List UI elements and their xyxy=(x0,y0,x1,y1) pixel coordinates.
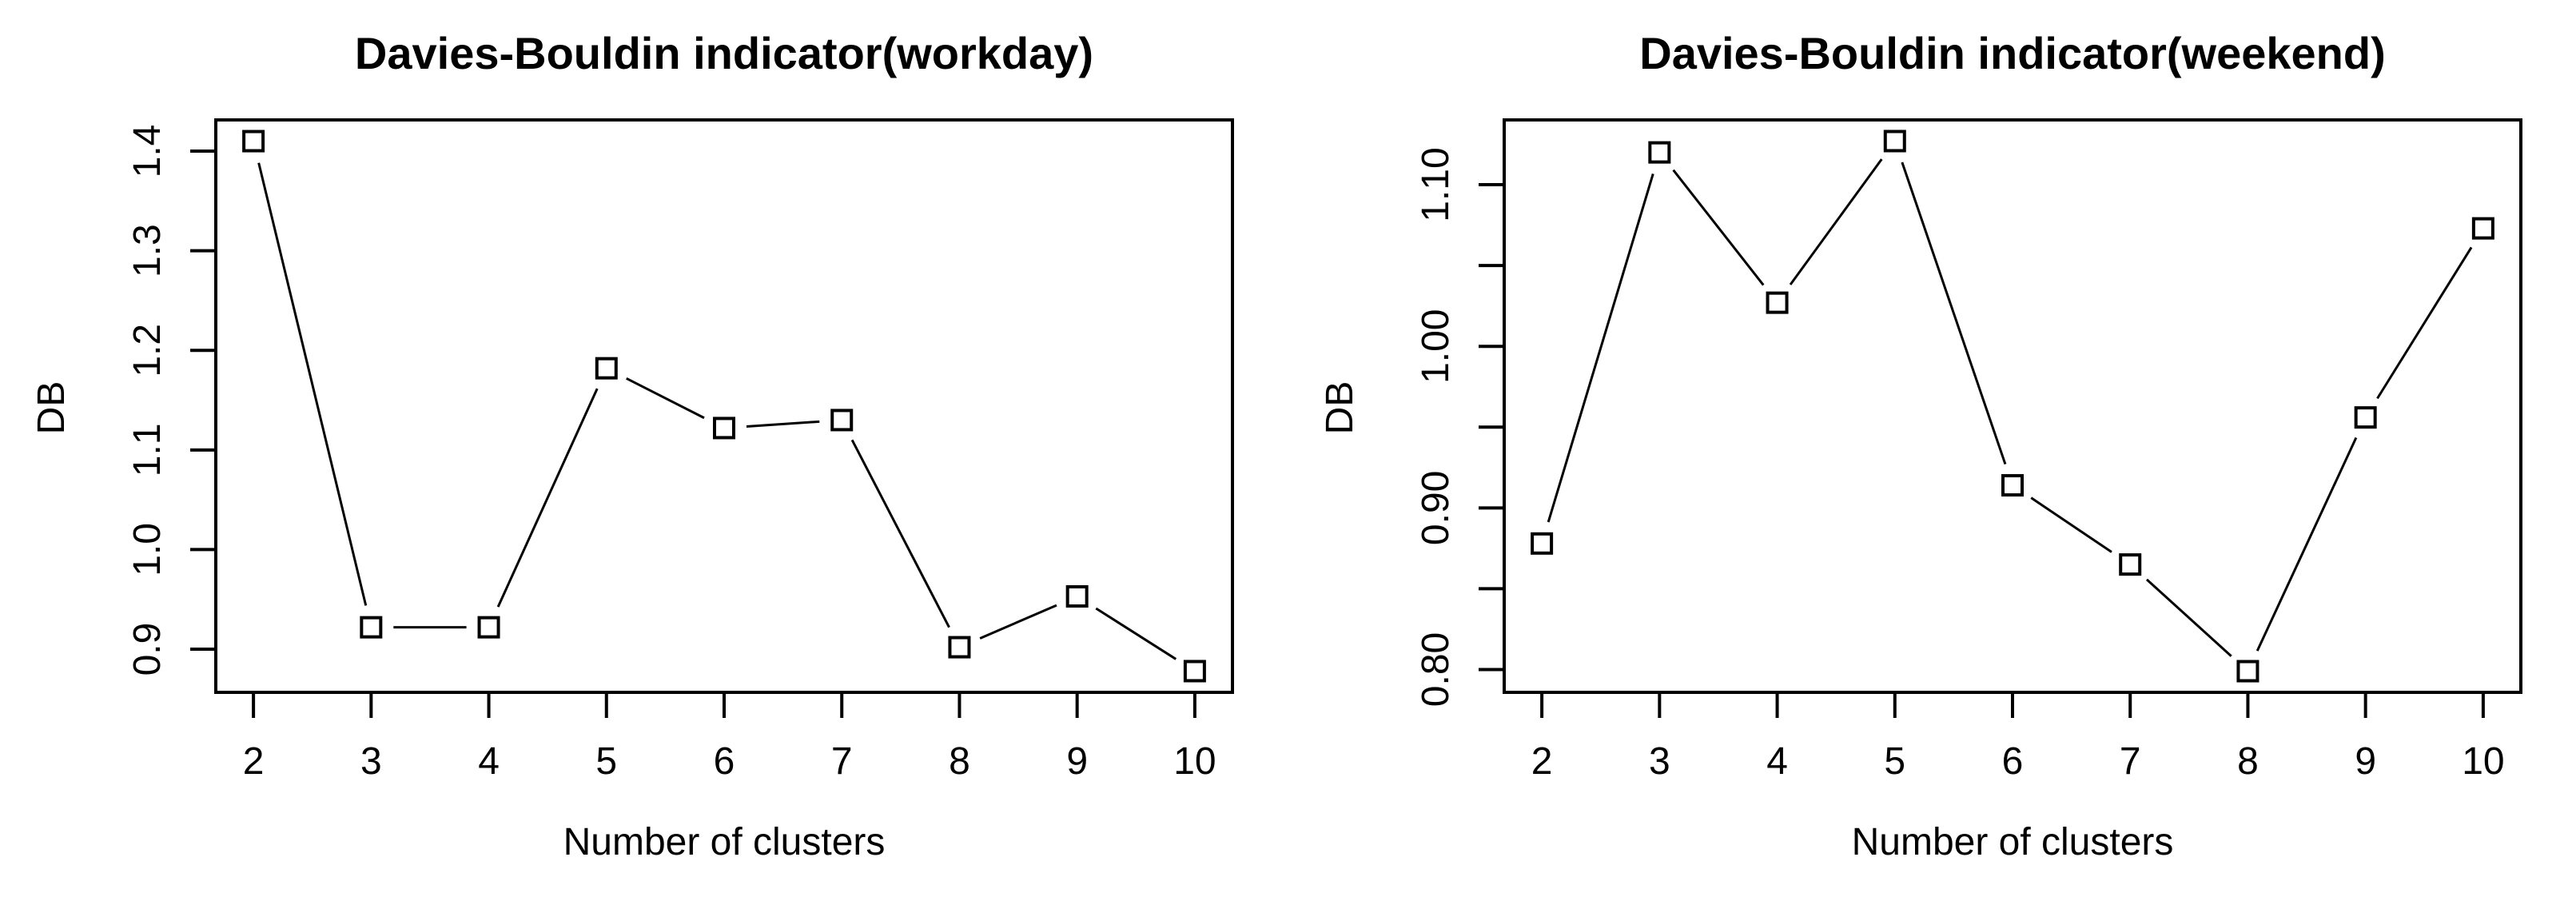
series-segment xyxy=(257,162,368,606)
x-tick-label: 3 xyxy=(1649,740,1670,783)
chart-title-workday: Davies-Bouldin indicator(workday) xyxy=(354,28,1094,78)
data-point-marker xyxy=(1766,291,1789,314)
x-tick-label: 9 xyxy=(2355,740,2376,783)
x-tick-label: 6 xyxy=(714,740,735,783)
chart-title-weekend: Davies-Bouldin indicator(weekend) xyxy=(1639,28,2386,78)
series-segment xyxy=(2376,246,2473,400)
y-tick-label: 0.90 xyxy=(1415,471,1457,545)
x-tick-label: 10 xyxy=(1173,740,1216,783)
plot-area-workday: 2 3 4 5 6 7 8 9 10 0.9 1.0 1.1 1.2 1.3 1.4 xyxy=(126,118,1234,783)
x-tick-label: 3 xyxy=(360,740,382,783)
y-tick-label: 1.1 xyxy=(126,423,169,476)
data-point-marker xyxy=(1065,585,1089,608)
data-point-marker xyxy=(948,636,971,659)
data-point-marker xyxy=(2471,217,2494,240)
y-axis-label-weekend: DB xyxy=(1318,381,1361,435)
series-segment xyxy=(979,604,1057,640)
y-tick-label: 0.80 xyxy=(1415,632,1457,707)
x-tick-label: 10 xyxy=(2462,740,2504,783)
y-tick-label: 1.3 xyxy=(126,224,169,277)
y-tick-label: 1.0 xyxy=(126,523,169,576)
plot-box xyxy=(1503,118,2522,694)
data-point-marker xyxy=(477,616,500,639)
data-point-marker xyxy=(2236,660,2259,683)
data-point-marker xyxy=(830,409,854,432)
data-point-marker xyxy=(1531,532,1554,555)
plot-area-weekend: 2 3 4 5 6 7 8 9 10 0.80 0.90 1.00 1.10 xyxy=(1415,118,2522,783)
series-segment xyxy=(1672,169,1765,286)
x-tick-label: 6 xyxy=(2002,740,2024,783)
panel-weekend: 2 3 4 5 6 7 8 9 10 0.80 0.90 1.00 1.10 Davies-Bouldi… xyxy=(1288,0,2576,897)
x-tick-label: 8 xyxy=(2237,740,2259,783)
x-tick-label: 2 xyxy=(243,740,265,783)
y-tick-label: 1.4 xyxy=(126,125,169,178)
x-tick-label: 5 xyxy=(595,740,617,783)
x-tick-label: 7 xyxy=(2120,740,2141,783)
data-point-marker xyxy=(1648,141,1671,164)
x-axis-label-weekend: Number of clusters xyxy=(1851,821,2174,863)
y-axis-label-workday: DB xyxy=(30,381,73,435)
series-segment xyxy=(626,377,705,420)
series-segment xyxy=(496,388,599,608)
series-segment xyxy=(2255,437,2358,652)
x-tick-label: 9 xyxy=(1066,740,1088,783)
series-segment xyxy=(1095,607,1177,660)
x-tick-label: 4 xyxy=(478,740,500,783)
data-point-marker xyxy=(360,616,383,639)
y-tick-label: 0.9 xyxy=(126,623,169,676)
data-point-marker xyxy=(242,130,265,153)
data-point-marker xyxy=(595,357,618,380)
y-tick-label: 1.2 xyxy=(126,324,169,377)
data-point-marker xyxy=(2119,553,2142,576)
x-tick-label: 2 xyxy=(1531,740,1553,783)
data-point-marker xyxy=(2354,406,2377,429)
series-segment xyxy=(1789,158,1883,285)
data-point-marker xyxy=(1883,130,1906,153)
series-segment xyxy=(746,420,820,429)
x-tick-label: 7 xyxy=(831,740,853,783)
data-point-marker xyxy=(713,417,735,440)
x-tick-label: 4 xyxy=(1766,740,1788,783)
series-segment xyxy=(2145,578,2232,657)
series-segment xyxy=(1901,161,2007,465)
y-tick-label: 1.00 xyxy=(1415,309,1457,383)
x-tick-label: 8 xyxy=(949,740,970,783)
series-segment xyxy=(850,439,950,628)
data-point-marker xyxy=(1183,660,1206,683)
x-axis-label-workday: Number of clusters xyxy=(563,821,886,863)
series-segment xyxy=(1547,173,1654,523)
x-tick-label: 5 xyxy=(1884,740,1905,783)
y-tick-label: 1.10 xyxy=(1415,147,1457,221)
data-point-marker xyxy=(2001,474,2024,497)
panel-workday: 2 3 4 5 6 7 8 9 10 0.9 1.0 1.1 1.2 1.3 1.4 Davies-Boul… xyxy=(30,28,1234,863)
series-segment xyxy=(2030,496,2112,553)
